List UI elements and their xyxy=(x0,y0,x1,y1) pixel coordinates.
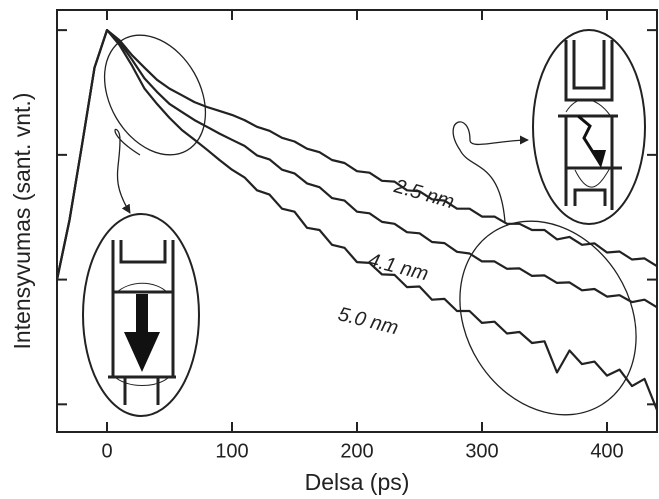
series-line xyxy=(57,29,657,411)
plot-area xyxy=(57,29,657,411)
x-tick-label: 0 xyxy=(101,440,112,462)
series-line xyxy=(57,29,657,280)
x-tick-label: 400 xyxy=(590,440,623,462)
wavefunction xyxy=(115,377,169,386)
x-tick-label: 200 xyxy=(340,440,373,462)
x-tick-label: 100 xyxy=(215,440,248,462)
connector-arrow xyxy=(452,121,529,223)
wavefunction xyxy=(115,282,169,294)
y-axis-title: Intensyvumas (sant. vnt.) xyxy=(9,93,35,350)
tunnel-arrow-head xyxy=(590,150,606,168)
wavefunction xyxy=(565,99,613,119)
highlight-ellipse xyxy=(459,220,637,416)
transition-arrow xyxy=(124,294,160,372)
x-tick-label: 300 xyxy=(465,440,498,462)
inset-decorations xyxy=(82,29,646,417)
tunnel-arrow xyxy=(577,114,600,161)
highlight-ellipse xyxy=(103,34,207,156)
wavefunction xyxy=(574,167,611,188)
connector-arrow xyxy=(114,128,141,214)
x-axis-title: Delsa (ps) xyxy=(305,469,410,495)
series-label: 5.0 nm xyxy=(336,303,401,339)
series-label: 2.5 nm xyxy=(391,175,457,213)
series-line xyxy=(57,29,657,309)
